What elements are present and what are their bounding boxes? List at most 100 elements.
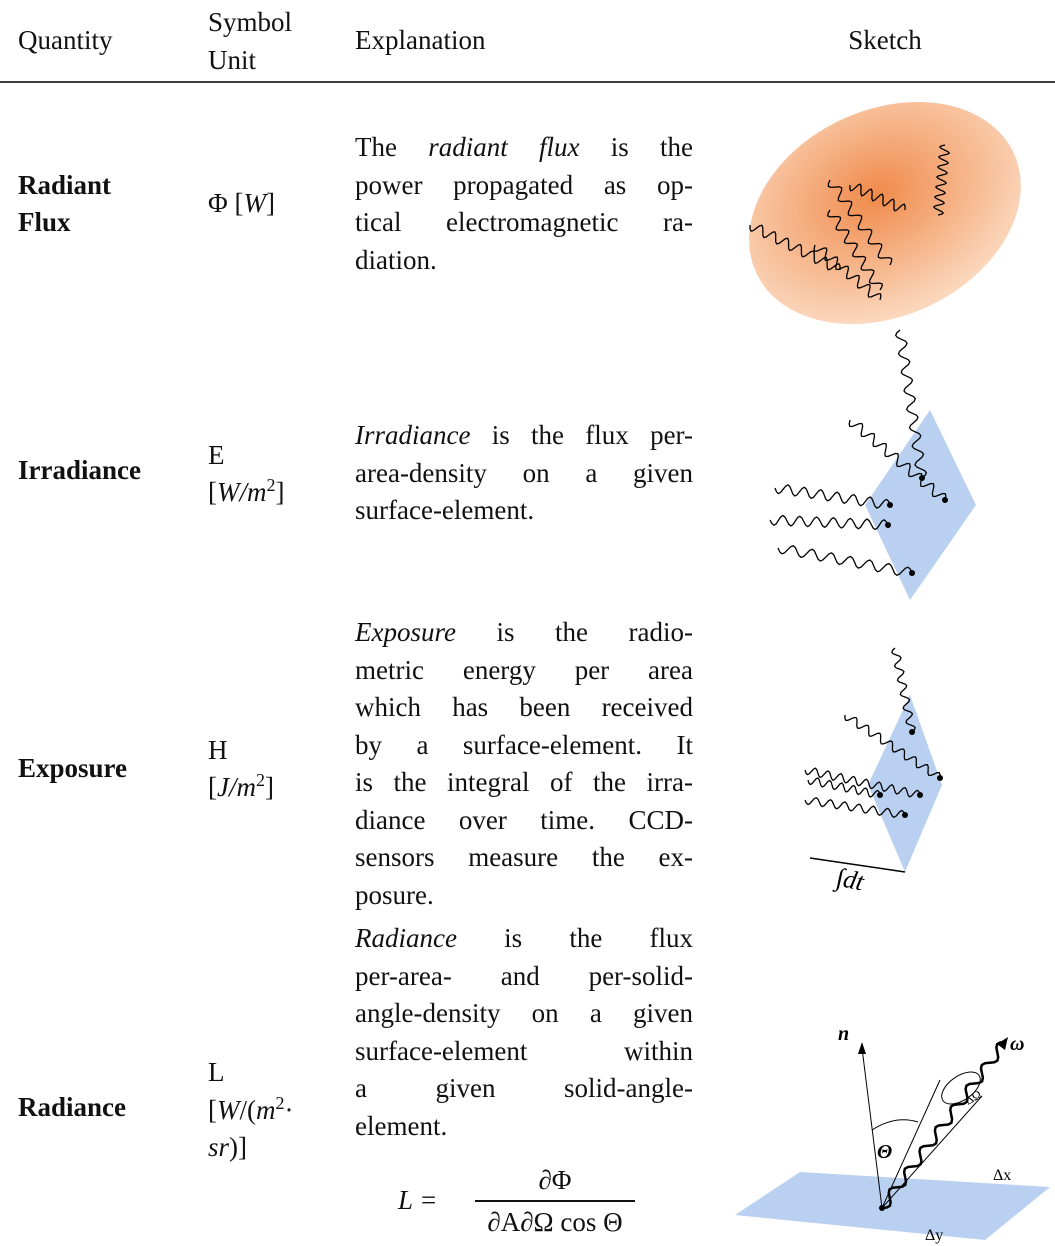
text: ] — [265, 772, 274, 802]
flux-blob — [713, 60, 1055, 367]
header-symbol: Symbol — [208, 4, 292, 40]
wave-end — [887, 502, 893, 508]
explanation-line: diance over time. CCD- — [355, 802, 693, 838]
text: · — [285, 1095, 294, 1125]
text: angle-density on a given — [355, 998, 693, 1028]
explanation-line: power propagated as op- — [355, 167, 693, 203]
text: diance over time. CCD- — [355, 805, 693, 835]
text: per-area- and per-solid- — [355, 961, 693, 991]
text: which has been received — [355, 692, 693, 722]
arrowhead — [997, 1037, 1008, 1050]
emphasis: radiant flux — [428, 132, 579, 162]
text: tical electromagnetic ra- — [355, 207, 693, 237]
text: E — [208, 440, 225, 470]
symbol: sr)] — [208, 1129, 247, 1165]
symbol: L — [208, 1054, 225, 1090]
symbol: H — [208, 732, 228, 768]
wave-end — [885, 522, 891, 528]
explanation-line: by a surface-element. It — [355, 727, 693, 763]
explanation-line: Exposure is the radio- — [355, 614, 693, 650]
text: metric energy per area — [355, 655, 693, 685]
explanation-line: per-area- and per-solid- — [355, 958, 693, 994]
explanation-line: Radiance is the flux — [355, 920, 693, 956]
angle-arc — [872, 1120, 918, 1130]
emphasis: J/m — [217, 772, 256, 802]
explanation-line: diation. — [355, 242, 693, 278]
formula-lhs: L = — [398, 1182, 438, 1218]
explanation-line: sensors measure the ex- — [355, 839, 693, 875]
explanation-line: surface-element. — [355, 492, 693, 528]
wave-end — [942, 497, 948, 503]
text: is the radio- — [456, 617, 693, 647]
text: is the flux — [457, 923, 693, 953]
emphasis: Exposure — [355, 617, 456, 647]
wave-end — [902, 812, 908, 818]
explanation-line: Irradiance is the flux per- — [355, 417, 693, 453]
superscript: 2 — [267, 475, 276, 495]
quantity: Radiant — [18, 167, 111, 203]
emphasis: m — [256, 1095, 276, 1125]
text: is the — [580, 132, 694, 162]
wave-end — [877, 792, 883, 798]
emphasis: Radiance — [355, 923, 457, 953]
header-unit: Unit — [208, 42, 256, 78]
text: Φ [ — [208, 188, 243, 218]
explanation-line: posure. — [355, 877, 693, 913]
symbol: Φ [W] — [208, 185, 275, 221]
text: is the flux per- — [470, 420, 693, 450]
quantity: Radiance — [18, 1089, 126, 1125]
sketch-label: Θ — [877, 1141, 892, 1163]
wave-end — [909, 729, 915, 735]
text: is the integral of the irra- — [355, 767, 693, 797]
wave — [770, 516, 888, 530]
text: [ — [208, 477, 217, 507]
explanation-line: which has been received — [355, 689, 693, 725]
text: /( — [240, 1095, 257, 1125]
text: element. — [355, 1111, 447, 1141]
sketch-label: Δx — [993, 1167, 1011, 1184]
fraction-bar — [475, 1200, 635, 1202]
text: The — [355, 132, 428, 162]
header-explanation: Explanation — [355, 22, 485, 58]
symbol: [W/(m2· — [208, 1092, 294, 1128]
text: power propagated as op- — [355, 170, 693, 200]
emphasis: Irradiance — [355, 420, 470, 450]
text: H — [208, 735, 228, 765]
explanation-line: area-density on a given — [355, 455, 693, 491]
sketch-label: n — [838, 1023, 849, 1045]
text: )] — [229, 1132, 247, 1162]
symbol: [J/m2] — [208, 769, 274, 805]
quantity: Exposure — [18, 750, 127, 786]
sketch-label: Δy — [925, 1227, 943, 1244]
explanation-line: is the integral of the irra- — [355, 764, 693, 800]
emphasis: sr — [208, 1132, 229, 1162]
text: [ — [208, 1095, 217, 1125]
wave-end — [937, 775, 943, 781]
text: L — [208, 1057, 225, 1087]
surface-element — [868, 695, 942, 872]
wave-end — [909, 570, 915, 576]
emphasis: W — [243, 188, 266, 218]
quantity: Flux — [18, 204, 71, 240]
sketch-label: ∫dt — [832, 862, 868, 898]
sketch-label: ω — [1010, 1033, 1024, 1055]
wave-end — [917, 792, 923, 798]
text: by a surface-element. It — [355, 730, 693, 760]
symbol: [W/m2] — [208, 474, 285, 510]
explanation-line: tical electromagnetic ra- — [355, 204, 693, 240]
text: area-density on a given — [355, 458, 693, 488]
arrowhead — [858, 1042, 866, 1054]
text: ] — [276, 477, 285, 507]
text: surface-element within — [355, 1036, 693, 1066]
text: [ — [208, 772, 217, 802]
text: surface-element. — [355, 495, 534, 525]
explanation-line: surface-element within — [355, 1033, 693, 1069]
superscript: 2 — [276, 1093, 285, 1113]
superscript: 2 — [256, 770, 265, 790]
text: a given solid-angle- — [355, 1073, 693, 1103]
formula-numerator: ∂Φ — [475, 1162, 635, 1198]
page: ∫dtnωΘΔΩΔxΔy QuantitySymbolUnitExplanati… — [0, 0, 1055, 1246]
explanation-line: angle-density on a given — [355, 995, 693, 1031]
explanation-line: The radiant flux is the — [355, 129, 693, 165]
text: diation. — [355, 245, 437, 275]
